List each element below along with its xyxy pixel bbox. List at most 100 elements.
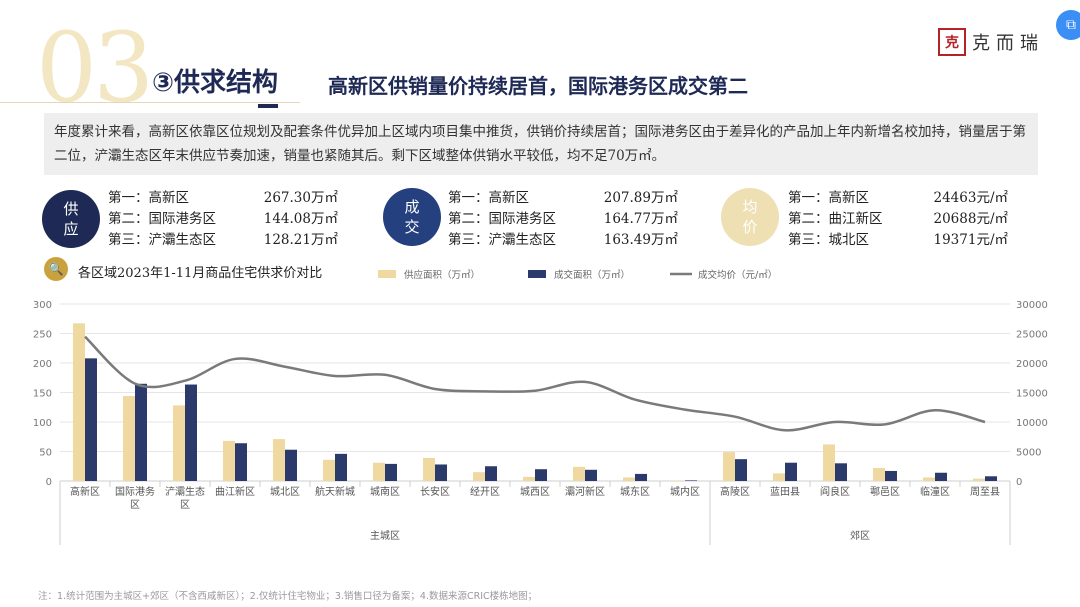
bar: [735, 459, 747, 481]
ranking-row: 第一：高新区 267.30万㎡: [108, 188, 338, 209]
ranking-row: 第三：浐灞生态区 128.21万㎡: [108, 230, 338, 251]
title-underline: [258, 104, 278, 108]
bar: [885, 470, 897, 481]
bar: [635, 473, 647, 481]
ranking-row: 第三：浐灞生态区 163.49万㎡: [448, 230, 678, 251]
category-label: 蓝田县: [770, 486, 800, 498]
category-label: 浐灞生态: [165, 485, 205, 498]
category-label: 阎良区: [820, 485, 850, 498]
category-label: 航天新城: [315, 485, 355, 498]
bar: [73, 323, 85, 481]
bar: [873, 468, 885, 481]
ranking-row: 第三：城北区 19371元/㎡: [788, 230, 1008, 251]
price-line: [84, 335, 986, 432]
section-number: 03: [36, 12, 154, 124]
ranking-label: 第一：高新区: [448, 190, 529, 206]
y-left-tick-label: 0: [46, 477, 52, 488]
ranking-label: 第三：浐灞生态区: [108, 232, 216, 248]
category-label: 城东区: [620, 485, 650, 498]
ranking-value: 163.49万㎡: [603, 232, 678, 248]
ranking-value: 19371元/㎡: [933, 232, 1009, 248]
ranking-label: 第二：曲江新区: [788, 211, 883, 227]
bar: [785, 462, 797, 481]
y-left-tick-label: 50: [39, 448, 52, 459]
logo-text: 克而瑞: [972, 33, 1044, 54]
ranking-label: 第三：浐灞生态区: [448, 232, 556, 248]
header-divider: [0, 102, 300, 103]
category-label: 周至县: [970, 486, 1000, 498]
bar: [123, 395, 135, 481]
ranking-value: 144.08万㎡: [263, 211, 338, 227]
y-left-tick-label: 150: [33, 389, 52, 400]
legend-label: 成交面积（万㎡）: [554, 269, 630, 281]
bar: [273, 439, 285, 481]
group-label: 主城区: [370, 530, 400, 542]
ranking-label: 第二：国际港务区: [108, 211, 216, 227]
category-label: 区: [130, 499, 140, 511]
y-left-tick-label: 200: [33, 359, 52, 370]
ranking-value: 207.89万㎡: [603, 190, 678, 206]
deal-badge: 成交: [383, 188, 441, 246]
bar: [373, 462, 385, 481]
bar: [335, 453, 347, 481]
supply-demand-price-chart: 供应面积（万㎡） 成交面积（万㎡） 成交均价（元/㎡） 0 50 100 150 200 250…: [33, 269, 1048, 545]
bar: [385, 463, 397, 481]
bar: [773, 473, 785, 481]
ranking-row: 第二：曲江新区 20688元/㎡: [788, 209, 1008, 230]
price-badge-line2: 价: [742, 218, 758, 236]
supply-badge: 供应: [42, 190, 100, 248]
ranking-label: 第三：城北区: [788, 232, 869, 248]
deal-badge-line2: 交: [404, 218, 420, 236]
ranking-row: 第一：高新区 24463元/㎡: [788, 188, 1008, 209]
bar: [435, 464, 447, 481]
y-right-tick-label: 5000: [1016, 448, 1041, 459]
bar: [485, 466, 497, 481]
category-label: 经开区: [470, 485, 500, 498]
y-right-tick-label: 10000: [1016, 418, 1048, 429]
y-right-tick-label: 30000: [1016, 300, 1048, 311]
category-label: 城内区: [670, 485, 700, 498]
bar: [423, 457, 435, 481]
bar: [985, 476, 997, 481]
category-label: 区: [180, 499, 190, 511]
ranking-value: 164.77万㎡: [603, 211, 678, 227]
bar: [85, 358, 97, 481]
category-label: 高陵区: [720, 485, 750, 498]
chart-title: 各区域2023年1-11月商品住宅供求价对比: [78, 266, 323, 281]
group-label: 郊区: [850, 529, 870, 542]
footnote: 注：1.统计范围为主城区+郊区（不含西咸新区）；2.仅统计住宅物业；3.销售口径…: [38, 591, 538, 602]
price-badge: 均价: [721, 188, 779, 246]
y-right-tick-label: 20000: [1016, 359, 1048, 370]
y-right-tick-label: 15000: [1016, 389, 1048, 400]
ranking-value: 24463元/㎡: [933, 190, 1009, 206]
bar: [835, 463, 847, 481]
bar: [585, 469, 597, 481]
bar: [935, 472, 947, 481]
y-right-tick-label: 25000: [1016, 330, 1048, 341]
ranking-row: 第一：高新区 207.89万㎡: [448, 188, 678, 209]
supply-badge-line2: 应: [63, 220, 79, 238]
legend-label: 成交均价（元/㎡）: [698, 269, 777, 281]
category-label: 城北区: [270, 486, 300, 498]
supply-ranking: 第一：高新区 267.30万㎡ 第二：国际港务区 144.08万㎡ 第三：浐灞生态区…: [108, 188, 338, 251]
deal-ranking: 第一：高新区 207.89万㎡ 第二：国际港务区 164.77万㎡ 第三：浐灞生态区…: [448, 188, 678, 251]
price-badge-line1: 均: [742, 198, 758, 216]
ranking-label: 第一：高新区: [788, 190, 869, 206]
translate-icon[interactable]: ⧉: [1056, 10, 1080, 40]
bar: [473, 472, 485, 481]
bar: [185, 384, 197, 481]
bar: [135, 383, 147, 481]
category-label: 鄠邑区: [870, 486, 900, 498]
ranking-row: 第二：国际港务区 164.77万㎡: [448, 209, 678, 230]
category-label: 城南区: [370, 485, 400, 498]
bar: [723, 452, 735, 481]
legend-swatch: [528, 270, 546, 278]
y-left-tick-label: 300: [33, 300, 52, 311]
bar: [323, 459, 335, 481]
category-label: 长安区: [420, 485, 450, 498]
ranking-value: 128.21万㎡: [263, 232, 338, 248]
magnifier-icon: 🔍: [44, 257, 68, 281]
ranking-row: 第二：国际港务区 144.08万㎡: [108, 209, 338, 230]
bar: [235, 443, 247, 481]
bar: [673, 480, 685, 481]
